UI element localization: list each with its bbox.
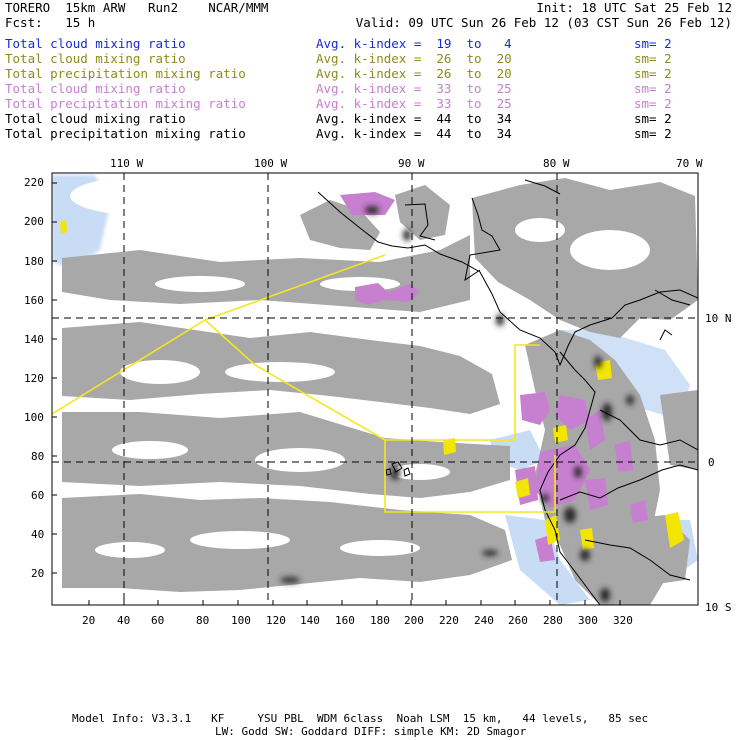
- legend-6-name: Total cloud mixing ratio: [5, 111, 186, 126]
- legend-4-name: Total cloud mixing ratio: [5, 81, 186, 96]
- legend-3-index: Avg. k-index = 26 to 20: [316, 66, 512, 81]
- x-tick-label: 240: [474, 614, 494, 627]
- precip-dark-cores: [280, 206, 634, 602]
- x-tick-label: 320: [613, 614, 633, 627]
- legend-1-sm: sm= 2: [634, 36, 672, 51]
- y-tick-label: 60: [31, 489, 45, 502]
- x-tick-label: 160: [335, 614, 355, 627]
- lon-label-110w: 110 W: [110, 157, 144, 170]
- x-tick-label: 280: [543, 614, 563, 627]
- y-tick-label: 200: [24, 215, 44, 228]
- lat-label-10n: 10 N: [705, 312, 732, 325]
- lat-lon-grid: [52, 173, 698, 605]
- physics-info: LW: Godd SW: Goddard DIFF: simple KM: 2D…: [215, 725, 527, 738]
- forecast-hour: Fcst: 15 h: [5, 15, 96, 30]
- y-tick-label: 160: [24, 294, 44, 307]
- x-tick-label: 40: [117, 614, 131, 627]
- y-tick-label: 40: [31, 528, 45, 541]
- x-tick-label: 220: [439, 614, 459, 627]
- lat-label-10s: 10 S: [705, 601, 732, 614]
- coastlines: [317, 179, 698, 605]
- legend-2-name: Total cloud mixing ratio: [5, 51, 186, 66]
- x-tick-label: 300: [578, 614, 598, 627]
- lon-label-80w: 80 W: [543, 157, 570, 170]
- legend-1-name: Total cloud mixing ratio: [5, 36, 186, 51]
- x-tick-label: 100: [231, 614, 251, 627]
- y-tick-label: 140: [24, 333, 44, 346]
- y-tick-label: 180: [24, 255, 44, 268]
- y-tick-label: 100: [24, 411, 44, 424]
- x-tick-label: 180: [370, 614, 390, 627]
- legend-2-sm: sm= 2: [634, 51, 672, 66]
- lat-label-0: 0: [708, 456, 715, 469]
- x-tick-label: 140: [300, 614, 320, 627]
- legend-7-index: Avg. k-index = 44 to 34: [316, 126, 512, 141]
- init-time: Init: 18 UTC Sat 25 Feb 12: [536, 0, 732, 15]
- model-title: TORERO 15km ARW Run2 NCAR/MMM: [5, 0, 269, 15]
- model-info: Model Info: V3.3.1 KF YSU PBL WDM 6class…: [72, 712, 649, 725]
- y-tick-label: 80: [31, 450, 45, 463]
- y-tick-label: 120: [24, 372, 44, 385]
- valid-time: Valid: 09 UTC Sun 26 Feb 12 (03 CST Sun …: [355, 15, 732, 30]
- map-frame: [51, 172, 699, 606]
- x-tick-label: 200: [404, 614, 424, 627]
- legend-5-sm: sm= 2: [634, 96, 672, 111]
- x-tick-label: 120: [266, 614, 286, 627]
- legend-5-index: Avg. k-index = 33 to 25: [316, 96, 512, 111]
- legend-6-index: Avg. k-index = 44 to 34: [316, 111, 512, 126]
- y-tick-label: 220: [24, 176, 44, 189]
- x-tick-label: 260: [508, 614, 528, 627]
- legend-4-index: Avg. k-index = 33 to 25: [316, 81, 512, 96]
- legend-2-index: Avg. k-index = 26 to 20: [316, 51, 512, 66]
- x-tick-label: 20: [82, 614, 96, 627]
- legend-7-sm: sm= 2: [634, 126, 672, 141]
- legend-3-sm: sm= 2: [634, 66, 672, 81]
- legend-4-sm: sm= 2: [634, 81, 672, 96]
- axis-ticks: [52, 182, 621, 605]
- lon-label-70w: 70 W: [676, 157, 703, 170]
- clear-sky-gaps: [70, 176, 650, 558]
- x-tick-label: 60: [151, 614, 165, 627]
- legend-3-name: Total precipitation mixing ratio: [5, 66, 246, 81]
- legend-6-sm: sm= 2: [634, 111, 672, 126]
- lon-label-90w: 90 W: [398, 157, 425, 170]
- y-tick-label: 20: [31, 567, 45, 580]
- map-field-layers: [52, 175, 698, 605]
- legend-1-index: Avg. k-index = 19 to 4: [316, 36, 512, 51]
- domain-boundaries: [52, 254, 556, 513]
- legend-5-name: Total precipitation mixing ratio: [5, 96, 246, 111]
- legend-7-name: Total precipitation mixing ratio: [5, 126, 246, 141]
- x-tick-label: 80: [196, 614, 210, 627]
- lon-label-100w: 100 W: [254, 157, 288, 170]
